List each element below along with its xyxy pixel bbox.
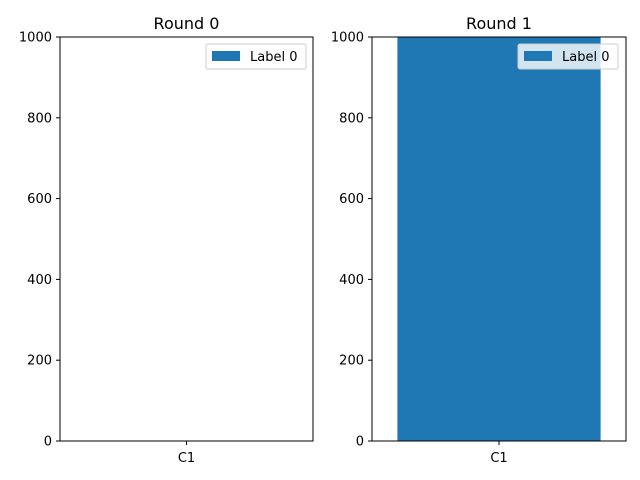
y-tick-label: 200: [27, 354, 52, 369]
y-tick-label: 1000: [331, 31, 364, 46]
y-tick-label: 400: [27, 273, 52, 288]
legend-label: Label 0: [250, 50, 297, 65]
chart-title: Round 1: [466, 14, 532, 33]
subplot-1: 0 200 400 600 800 1000 C1 Round 1 Label 0: [331, 14, 627, 466]
legend: Label 0: [205, 43, 307, 70]
y-tick-label: 200: [339, 354, 364, 369]
axes-frame: [59, 36, 314, 442]
chart-title: Round 0: [154, 14, 220, 33]
y-tick-label: 600: [27, 192, 52, 207]
bar-c1-series-0: [397, 37, 601, 441]
y-tick-label: 600: [339, 192, 364, 207]
x-tick-label: C1: [490, 451, 507, 466]
y-tick-label: 400: [339, 273, 364, 288]
y-tick-label: 800: [339, 111, 364, 126]
x-tick-label: C1: [178, 451, 195, 466]
legend-swatch: [524, 51, 552, 61]
y-tick-label: 0: [44, 435, 52, 450]
legend-box: [205, 43, 307, 70]
legend-box: [517, 43, 619, 70]
y-tick-label: 0: [356, 435, 364, 450]
y-tick-label: 800: [27, 111, 52, 126]
legend-swatch: [212, 51, 240, 61]
legend-label: Label 0: [562, 50, 609, 65]
y-tick-label: 1000: [19, 31, 52, 46]
subplot-0: 0 200 400 600 800 1000 C1 Round 0 Label 0: [19, 14, 314, 466]
legend: Label 0: [517, 43, 619, 70]
